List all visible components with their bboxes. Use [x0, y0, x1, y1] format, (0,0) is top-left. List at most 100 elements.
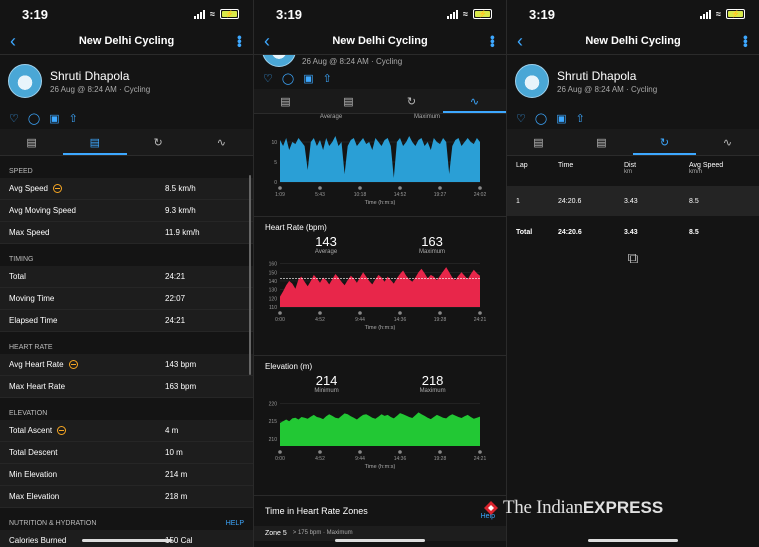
x-tick-label: 14:52: [394, 192, 407, 198]
elevation-chart-svg[interactable]: 210 215 220 0:00 4:52 9:44 14:36 19:28 24:21 Time…: [254, 394, 506, 476]
tab-charts-icon[interactable]: ∿: [216, 136, 226, 149]
camera-icon[interactable]: ▣: [303, 72, 314, 85]
tab-stats-icon[interactable]: ▤: [63, 129, 127, 155]
series-area: [280, 136, 480, 182]
wifi-icon: ≈: [210, 9, 215, 19]
user-name: Shruti Dhapola: [50, 68, 130, 83]
x-tick-marker: [358, 450, 362, 454]
tab-overview-icon[interactable]: ▤: [26, 136, 37, 149]
elevation-chart: Elevation (m) 214 Minimum 218 Maximum 21…: [254, 356, 506, 496]
insight-icon[interactable]: [53, 184, 62, 193]
insight-icon[interactable]: [57, 426, 67, 435]
comment-icon[interactable]: ◯: [534, 112, 548, 125]
back-chevron-icon[interactable]: ‹: [517, 30, 523, 51]
back-chevron-icon[interactable]: ‹: [10, 30, 16, 51]
heart-rate-chart-svg[interactable]: 110 120 130 140 150 160 0:00 4:52 9:44 14:36 19:28…: [254, 255, 506, 337]
help-link[interactable]: Help: [480, 512, 495, 520]
comment-icon[interactable]: ◯: [281, 72, 295, 85]
stat-row: Total Descent 10 m: [0, 442, 253, 464]
camera-icon[interactable]: ▣: [49, 112, 60, 125]
stat-row: Max Elevation 218 m: [0, 486, 253, 508]
like-heart-icon[interactable]: ♡: [263, 72, 273, 85]
status-bar: 3:19 ≈ ⚡: [0, 0, 253, 28]
x-tick-label: 9:44: [355, 317, 365, 323]
y-tick-label: 140: [269, 279, 278, 285]
charts-screen: 3:19 ≈ ⚡ ‹ New Delhi Cycling ••• 26 Aug …: [253, 0, 506, 547]
scrollbar[interactable]: [249, 175, 251, 375]
laps-table: Lap Time Dist km Avg Speed km/h 1 24:20.6 …: [507, 156, 759, 248]
section-header: SPEED: [9, 168, 33, 175]
help-link[interactable]: Help: [225, 520, 244, 527]
copy-icon[interactable]: ⧉: [627, 250, 639, 267]
section-title: Time in Heart Rate Zones: [265, 506, 368, 516]
share-icon[interactable]: ⇧: [575, 112, 585, 125]
stat-row: Moving Time 22:07: [0, 288, 253, 310]
share-icon[interactable]: ⇧: [68, 112, 78, 125]
stat-label: Avg Heart Rate: [9, 360, 64, 369]
stat-row: Min Elevation 214 m: [0, 464, 253, 486]
stat-label: Total Ascent: [9, 426, 53, 435]
wifi-icon: ≈: [716, 9, 721, 19]
battery-icon: ⚡: [726, 9, 745, 19]
tab-stats-icon[interactable]: ▤: [343, 95, 354, 108]
activity-tabs: ▤ ▤ ↻ ∿: [254, 89, 506, 114]
stat-row: Total Ascent 4 m: [0, 420, 253, 442]
x-tick-label: 24:21: [474, 317, 487, 323]
stat-row: Calories Burned 150 Cal: [0, 530, 253, 547]
page-title: New Delhi Cycling: [332, 35, 428, 47]
stat-label: Max Speed: [9, 228, 50, 237]
more-options-icon[interactable]: •••: [231, 35, 248, 47]
y-tick-label: 120: [269, 296, 278, 302]
battery-icon: ⚡: [473, 9, 492, 19]
section-header-nutrition: NUTRITION & HYDRATION Help: [9, 520, 244, 527]
tab-laps-icon[interactable]: ↻: [406, 95, 417, 108]
status-bar: 3:19 ≈ ⚡: [254, 0, 506, 28]
like-heart-icon[interactable]: ♡: [516, 112, 526, 125]
summary-screen: 3:19 ≈ ⚡ ‹ New Delhi Cycling ••• Shruti …: [0, 0, 253, 547]
share-icon[interactable]: ⇧: [322, 72, 332, 85]
tab-laps-icon[interactable]: ↻: [153, 136, 163, 149]
insight-icon[interactable]: [68, 360, 78, 369]
nav-bar: ‹ New Delhi Cycling •••: [254, 28, 506, 55]
x-axis-label: Time (h:m:s): [365, 325, 396, 331]
x-tick-label: 4:52: [315, 317, 325, 323]
page-title: New Delhi Cycling: [78, 35, 175, 47]
x-tick-marker: [398, 311, 402, 315]
y-tick-label: 210: [269, 437, 278, 443]
camera-icon[interactable]: ▣: [556, 112, 567, 125]
x-tick-marker: [358, 186, 362, 190]
x-tick-label: 1:09: [275, 192, 285, 198]
x-tick-label: 19:27: [434, 192, 447, 198]
stat-value: 22:07: [165, 294, 186, 303]
stat-label: Total Descent: [9, 448, 58, 457]
like-heart-icon[interactable]: ♡: [9, 112, 19, 125]
laps-screen: 3:19 ≈ ⚡ ‹ New Delhi Cycling ••• Shruti …: [506, 0, 759, 547]
x-tick-marker: [318, 450, 322, 454]
back-chevron-icon[interactable]: ‹: [264, 30, 270, 51]
speed-chart-svg[interactable]: 0 5 10 1:09 5:43 10:18 14:52 19:27 24:02 Time (h:…: [254, 120, 506, 212]
more-options-icon[interactable]: •••: [484, 35, 501, 47]
x-tick-label: 5:43: [315, 192, 325, 198]
avg-stat: 143 Average: [314, 234, 338, 255]
comment-icon[interactable]: ◯: [27, 112, 41, 125]
x-tick-label: 4:52: [315, 456, 325, 462]
avatar[interactable]: [262, 55, 296, 67]
tab-overview-icon[interactable]: ▤: [533, 136, 544, 149]
more-options-icon[interactable]: •••: [737, 35, 754, 47]
tab-laps-icon[interactable]: ↻: [633, 129, 696, 155]
stat-label: Moving Time: [9, 294, 55, 303]
stat-row: Avg Moving Speed 9.3 km/h: [0, 200, 253, 222]
tab-charts-icon[interactable]: ∿: [443, 89, 506, 113]
avatar[interactable]: [515, 64, 549, 98]
table-row[interactable]: 1 24:20.6 3.43 8.5: [507, 186, 759, 216]
stat-value: 218 m: [165, 492, 188, 501]
activity-header: Shruti Dhapola 26 Aug @ 8:24 AM · Cyclin…: [507, 55, 759, 107]
avatar[interactable]: [8, 64, 42, 98]
tab-overview-icon[interactable]: ▤: [280, 95, 291, 108]
min-stat: 214 Minimum: [314, 373, 339, 394]
x-tick-marker: [438, 311, 442, 315]
tab-charts-icon[interactable]: ∿: [722, 136, 733, 149]
stat-row: Avg Heart Rate 143 bpm: [0, 354, 253, 376]
tab-stats-icon[interactable]: ▤: [596, 136, 607, 149]
y-tick-label: 10: [271, 140, 277, 146]
